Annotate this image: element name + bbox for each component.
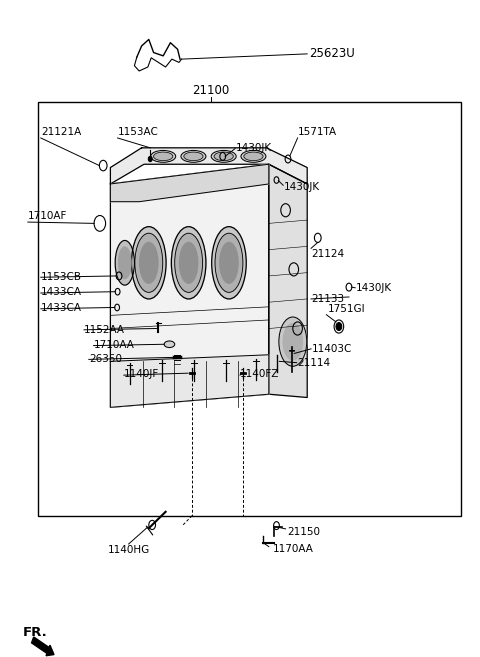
Text: 1430JK: 1430JK: [284, 181, 320, 192]
Text: 1170AA: 1170AA: [273, 543, 313, 554]
Text: 21100: 21100: [192, 84, 230, 97]
Text: 1430JK: 1430JK: [236, 143, 272, 154]
Text: 1153AC: 1153AC: [118, 127, 158, 137]
Text: 1710AA: 1710AA: [94, 340, 134, 350]
Text: 1571TA: 1571TA: [298, 127, 337, 137]
Circle shape: [148, 156, 152, 162]
Text: 21114: 21114: [298, 357, 331, 368]
Ellipse shape: [220, 242, 238, 283]
Text: 1152AA: 1152AA: [84, 325, 125, 335]
Text: 1140HG: 1140HG: [108, 545, 150, 555]
Polygon shape: [110, 164, 269, 202]
Ellipse shape: [215, 233, 243, 292]
Ellipse shape: [135, 233, 163, 292]
Ellipse shape: [164, 341, 175, 348]
Polygon shape: [110, 355, 269, 407]
Ellipse shape: [154, 152, 173, 161]
Ellipse shape: [119, 247, 131, 279]
Text: 21124: 21124: [311, 249, 344, 259]
Ellipse shape: [181, 150, 206, 162]
Ellipse shape: [214, 152, 233, 161]
Text: FR.: FR.: [23, 625, 48, 639]
Text: 1140JF: 1140JF: [124, 369, 159, 380]
Text: 21150: 21150: [287, 526, 320, 537]
Text: 26350: 26350: [89, 354, 122, 365]
Text: 21133: 21133: [311, 294, 344, 304]
Ellipse shape: [283, 324, 302, 360]
Ellipse shape: [171, 227, 206, 299]
Ellipse shape: [279, 317, 307, 367]
Text: 11403C: 11403C: [312, 344, 352, 354]
Text: 1153CB: 1153CB: [41, 271, 82, 282]
Ellipse shape: [180, 242, 198, 283]
FancyArrow shape: [32, 637, 54, 656]
Text: 1430JK: 1430JK: [356, 283, 392, 293]
Ellipse shape: [211, 150, 236, 162]
Text: 1140FZ: 1140FZ: [240, 369, 279, 380]
Text: 1751GI: 1751GI: [327, 304, 365, 314]
Text: 25623U: 25623U: [309, 47, 354, 60]
Ellipse shape: [151, 150, 176, 162]
Ellipse shape: [115, 240, 134, 285]
Text: 1433CA: 1433CA: [41, 287, 82, 298]
Text: 21121A: 21121A: [41, 127, 81, 137]
Text: 1433CA: 1433CA: [41, 303, 82, 313]
Text: 1710AF: 1710AF: [28, 212, 67, 221]
Ellipse shape: [244, 152, 263, 161]
Circle shape: [336, 323, 342, 330]
Polygon shape: [110, 148, 307, 184]
Bar: [38, 102, 461, 516]
Ellipse shape: [241, 150, 266, 162]
Ellipse shape: [132, 227, 166, 299]
Ellipse shape: [212, 227, 246, 299]
Ellipse shape: [184, 152, 203, 161]
Polygon shape: [110, 164, 269, 407]
Polygon shape: [269, 164, 307, 397]
Ellipse shape: [175, 233, 203, 292]
Ellipse shape: [140, 242, 158, 283]
